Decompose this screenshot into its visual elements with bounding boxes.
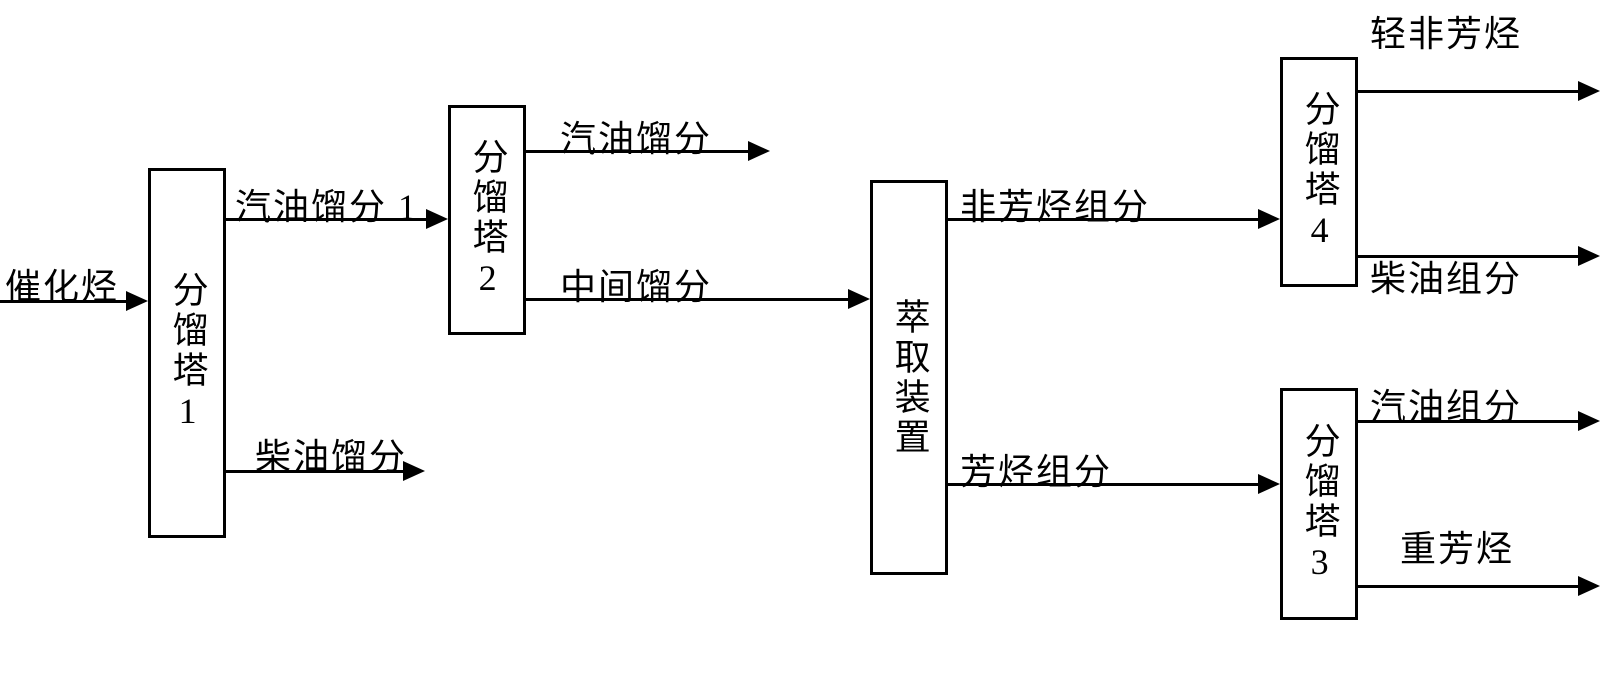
- arrow-t3-top-head: [1578, 411, 1600, 431]
- label-e5: 非芳烃组分: [960, 178, 1150, 230]
- node-tower2-label: 分馏塔2: [465, 138, 508, 302]
- arrow-t2-top-head: [748, 141, 770, 161]
- arrow-t4-bot: [1358, 255, 1578, 258]
- label-e1: 汽油馏分 1: [235, 178, 418, 230]
- node-tower1: 分馏塔1: [148, 168, 226, 538]
- arrow-ex-bot: [948, 483, 1258, 486]
- arrow-t1-top: [226, 218, 426, 221]
- node-tower4: 分馏塔4: [1280, 57, 1358, 287]
- node-tower2: 分馏塔2: [448, 105, 526, 335]
- arrow-ex-top: [948, 218, 1258, 221]
- arrow-t1-bot: [226, 470, 403, 473]
- label-out1: 轻非芳烃: [1370, 5, 1522, 57]
- arrow-t1-top-head: [426, 209, 448, 229]
- arrow-t3-bot: [1358, 585, 1578, 588]
- node-tower3-label: 分馏塔3: [1297, 422, 1340, 586]
- node-tower1-label: 分馏塔1: [165, 271, 208, 435]
- label-e3: 汽油馏分: [560, 110, 712, 162]
- node-extractor: 萃取装置: [870, 180, 948, 575]
- arrow-ex-bot-head: [1258, 474, 1280, 494]
- arrow-input: [0, 300, 126, 303]
- arrow-input-head: [126, 291, 148, 311]
- arrow-t4-top: [1358, 90, 1578, 93]
- arrow-ex-top-head: [1258, 209, 1280, 229]
- arrow-t3-bot-head: [1578, 576, 1600, 596]
- arrow-t2-top: [526, 150, 748, 153]
- arrow-t3-top: [1358, 420, 1578, 423]
- arrow-t2-bot: [526, 298, 848, 301]
- node-tower4-label: 分馏塔4: [1297, 90, 1340, 254]
- arrow-t4-bot-head: [1578, 246, 1600, 266]
- label-e6: 芳烃组分: [960, 443, 1112, 495]
- node-extractor-label: 萃取装置: [887, 298, 930, 458]
- arrow-t2-bot-head: [848, 289, 870, 309]
- node-tower3: 分馏塔3: [1280, 388, 1358, 620]
- arrow-t4-top-head: [1578, 81, 1600, 101]
- arrow-t1-bot-head: [403, 461, 425, 481]
- label-e4: 中间馏分: [560, 258, 712, 310]
- label-out4: 重芳烃: [1400, 520, 1514, 572]
